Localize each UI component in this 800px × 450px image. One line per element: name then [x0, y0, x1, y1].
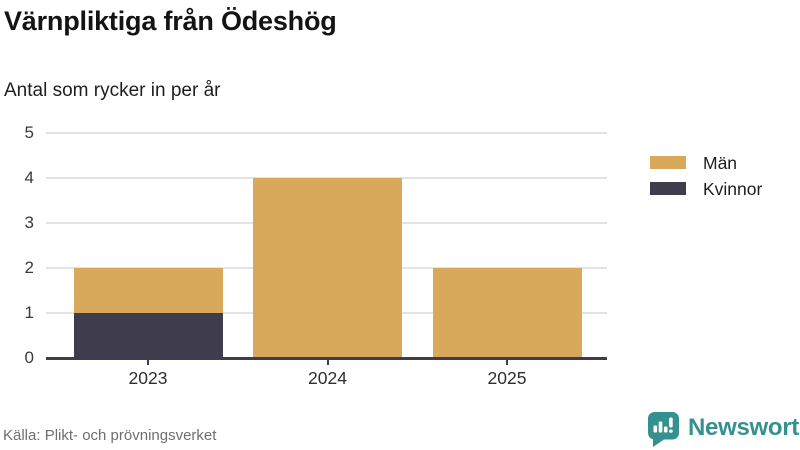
- legend-label-women: Kvinnor: [703, 179, 763, 199]
- bar-segment-män-2025: [432, 268, 582, 358]
- y-axis-tick-label: 5: [24, 123, 34, 142]
- y-axis-tick-label: 1: [24, 303, 34, 322]
- gridline: [46, 132, 607, 134]
- source-note: Källa: Plikt- och prövningsverket: [3, 427, 217, 444]
- page-title: Värnpliktiga från Ödeshög: [4, 6, 337, 36]
- x-axis-tick-label: 2025: [487, 368, 527, 388]
- bar-segment-män-2023: [73, 268, 223, 313]
- y-axis-tick-label: 0: [24, 348, 34, 367]
- x-axis-tick: [326, 359, 329, 365]
- legend-swatch-women: [650, 182, 686, 195]
- x-axis-tick: [147, 359, 149, 365]
- x-axis-tick: [506, 359, 508, 365]
- x-axis-line: [46, 357, 607, 360]
- bar-segment-män-2024: [253, 178, 402, 358]
- legend-swatch-men: [650, 156, 686, 169]
- y-axis-tick-label: 3: [24, 213, 34, 232]
- x-axis-tick-label: 2023: [128, 368, 168, 388]
- y-axis-tick-label: 4: [24, 168, 34, 187]
- x-axis-tick-label: 2024: [308, 368, 347, 388]
- y-axis-tick-label: 2: [24, 258, 34, 277]
- chart-subtitle: Antal som rycker in per år: [4, 80, 221, 101]
- legend-label-men: Män: [703, 153, 738, 173]
- bar-segment-kvinnor-2023: [73, 313, 223, 358]
- brand-name: Newsworthy: [688, 413, 800, 441]
- newsworthy-bubble-chart-icon: [648, 412, 679, 447]
- brand-logo: Newsworthy: [648, 412, 800, 447]
